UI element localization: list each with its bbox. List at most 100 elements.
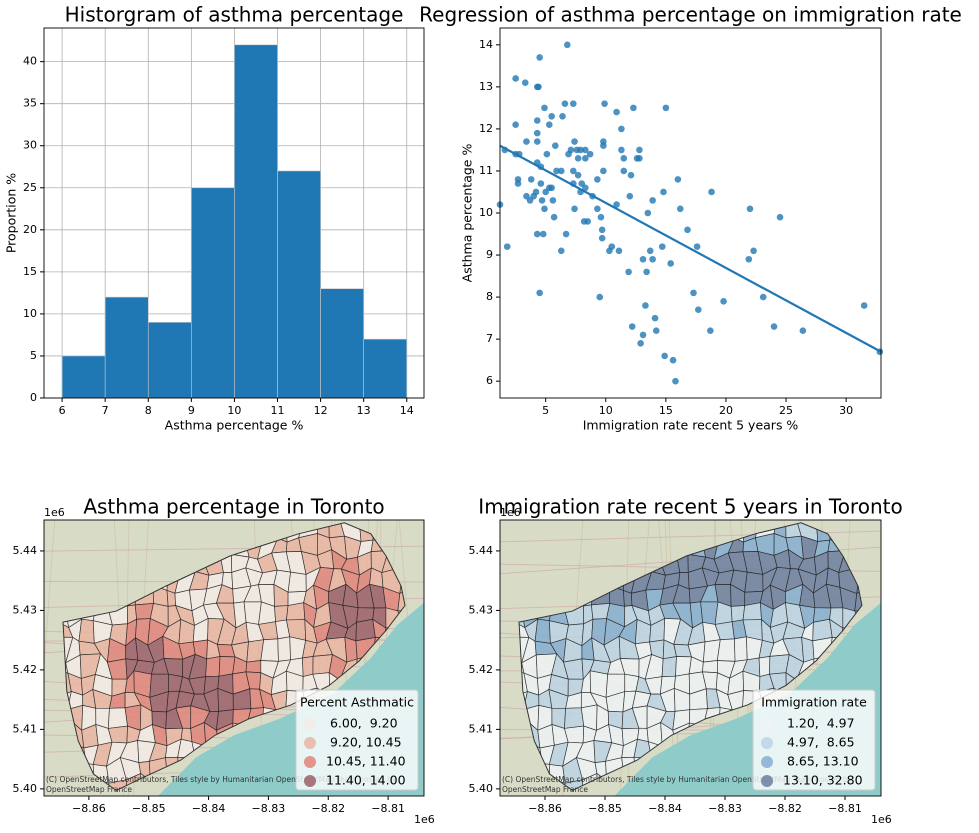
point — [618, 125, 625, 133]
y-tick-label: 10 — [23, 307, 37, 320]
point — [564, 41, 571, 49]
legend-marker — [761, 737, 773, 749]
bar — [277, 170, 321, 399]
point — [860, 302, 868, 309]
point — [620, 155, 628, 162]
region — [534, 618, 551, 644]
road — [44, 520, 56, 673]
region — [107, 779, 127, 791]
plot-area — [500, 28, 881, 398]
point — [533, 230, 541, 238]
bar — [104, 296, 149, 399]
x-tick-label: −8.85 — [132, 802, 166, 815]
region — [287, 571, 307, 593]
point — [557, 247, 565, 255]
legend-label: 8.65, 13.10 — [783, 754, 859, 769]
y-tick-label: 30 — [23, 139, 37, 152]
region — [78, 618, 95, 644]
region — [397, 583, 405, 612]
point — [557, 167, 565, 175]
region — [286, 602, 306, 621]
point — [708, 188, 715, 196]
y-tick-label: 20 — [23, 223, 37, 236]
point — [521, 79, 529, 86]
point — [545, 121, 553, 129]
legend-label: 13.10, 32.80 — [783, 773, 863, 788]
point — [639, 331, 647, 339]
x-offset-label: 1e6 — [414, 813, 435, 826]
point — [574, 171, 582, 179]
point — [667, 260, 674, 267]
region — [205, 656, 221, 677]
point — [684, 226, 691, 234]
point — [651, 314, 659, 322]
legend-marker — [304, 775, 316, 787]
y-tick-label: 15 — [23, 265, 37, 278]
point — [649, 255, 656, 263]
y-offset-label: 1e6 — [500, 506, 521, 519]
x-tick-label: −8.83 — [708, 802, 742, 815]
bar — [147, 322, 192, 399]
legend-title: Immigration rate — [761, 695, 867, 710]
point — [503, 243, 511, 250]
region — [245, 660, 262, 674]
point — [533, 138, 541, 145]
region — [166, 589, 176, 607]
x-tick-label: −8.82 — [768, 802, 802, 815]
point — [672, 377, 679, 385]
point — [662, 104, 670, 112]
point — [625, 268, 632, 276]
point — [598, 226, 606, 234]
legend-marker — [304, 756, 316, 768]
point — [571, 138, 578, 145]
y-tick-label: 25 — [23, 181, 37, 194]
region — [742, 602, 762, 621]
legend-label: 4.97, 8.65 — [783, 735, 855, 750]
point — [598, 234, 606, 242]
point — [570, 167, 577, 175]
chart-title: Historgram of asthma percentage — [65, 3, 404, 27]
point — [571, 205, 578, 213]
x-tick-label: 11 — [271, 404, 285, 417]
point — [618, 146, 625, 154]
point — [551, 142, 559, 150]
point — [637, 340, 644, 347]
point — [601, 100, 608, 107]
region — [716, 638, 736, 662]
point — [567, 146, 575, 154]
legend-label: 1.20, 4.97 — [783, 716, 855, 731]
x-axis-label: Immigration rate recent 5 years % — [583, 418, 799, 433]
point — [541, 104, 548, 112]
attribution: OpenStreetMap France — [502, 785, 588, 794]
point — [636, 146, 643, 154]
x-tick-label: −8.85 — [588, 802, 622, 815]
x-tick-label: −8.86 — [72, 802, 106, 815]
region — [563, 779, 584, 791]
region — [854, 583, 862, 612]
point — [582, 155, 589, 162]
bar — [320, 288, 364, 399]
y-tick-label: 14 — [479, 38, 493, 51]
point — [799, 327, 807, 335]
point — [636, 155, 643, 162]
point — [693, 243, 701, 250]
y-tick-label: 5.42 — [13, 663, 38, 676]
y-tick-label: 8 — [486, 290, 493, 303]
point — [512, 75, 519, 82]
chart-title: Immigration rate recent 5 years in Toron… — [478, 495, 902, 519]
y-tick-label: 6 — [486, 374, 493, 387]
region — [622, 589, 633, 607]
point — [639, 255, 647, 263]
point — [759, 293, 767, 301]
point — [649, 197, 656, 204]
y-tick-label: 10 — [479, 206, 493, 219]
bar — [191, 187, 235, 399]
point — [582, 146, 589, 154]
region — [730, 605, 746, 623]
legend-label: 11.40, 14.00 — [326, 773, 406, 788]
x-axis-label: Asthma percentage % — [165, 418, 304, 433]
region — [274, 605, 289, 623]
point — [539, 230, 547, 238]
region — [302, 655, 314, 677]
region — [564, 707, 585, 729]
